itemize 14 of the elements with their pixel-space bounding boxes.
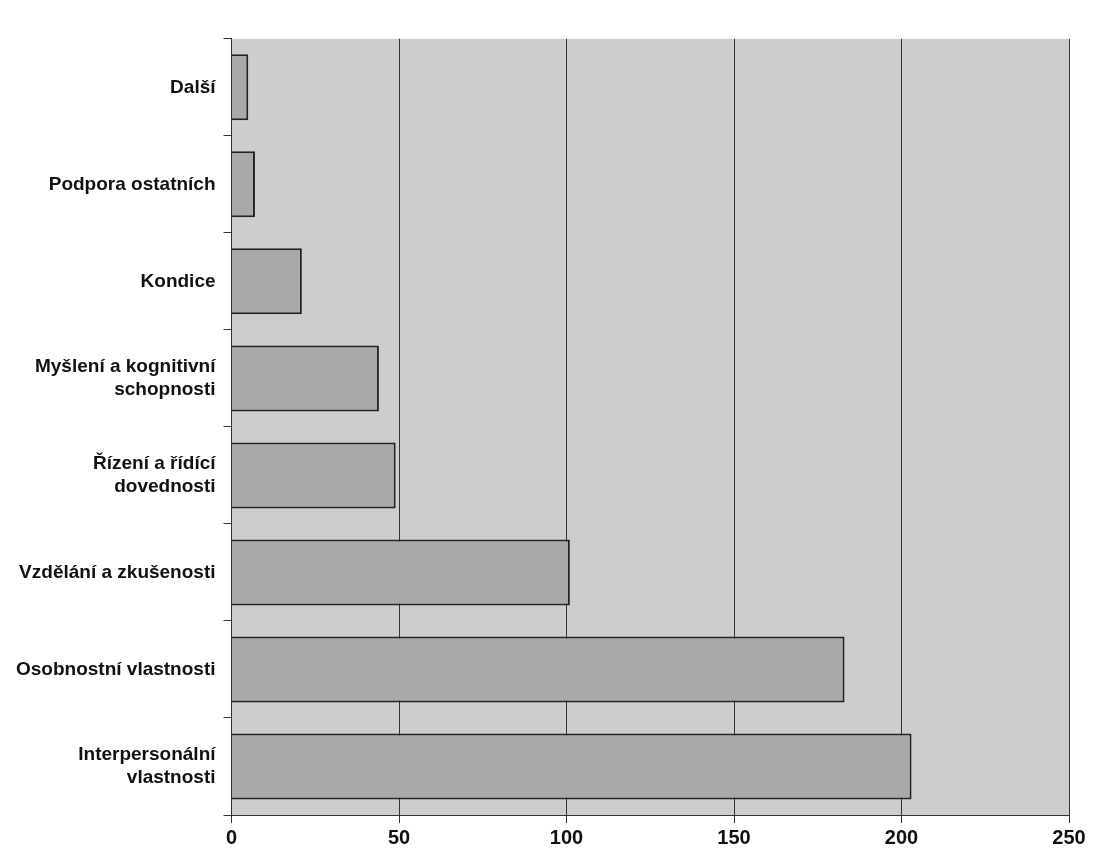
x-tick-label: 150 <box>717 825 751 848</box>
y-tick-label: Vzdělání a zkušenosti <box>19 560 216 582</box>
y-tick-label: Kondice <box>140 269 216 291</box>
x-tick-label: 100 <box>549 825 584 848</box>
y-tick-label: Osobnostní vlastnosti <box>15 657 216 679</box>
x-tick-label: 50 <box>387 825 411 848</box>
y-tick-label: Řízení a řídící dovednosti <box>93 452 217 497</box>
y-tick-label: Interpersonální vlastnosti <box>78 743 217 788</box>
x-tick-label: 250 <box>1052 825 1086 848</box>
y-tick-label: Další <box>170 75 217 97</box>
y-tick-label: Myšlení a kognitivní schopnosti <box>34 355 217 400</box>
y-tick-label: Podpora ostatních <box>48 172 216 194</box>
x-tick-label: 0 <box>225 825 238 848</box>
x-tick-label: 200 <box>884 825 919 848</box>
